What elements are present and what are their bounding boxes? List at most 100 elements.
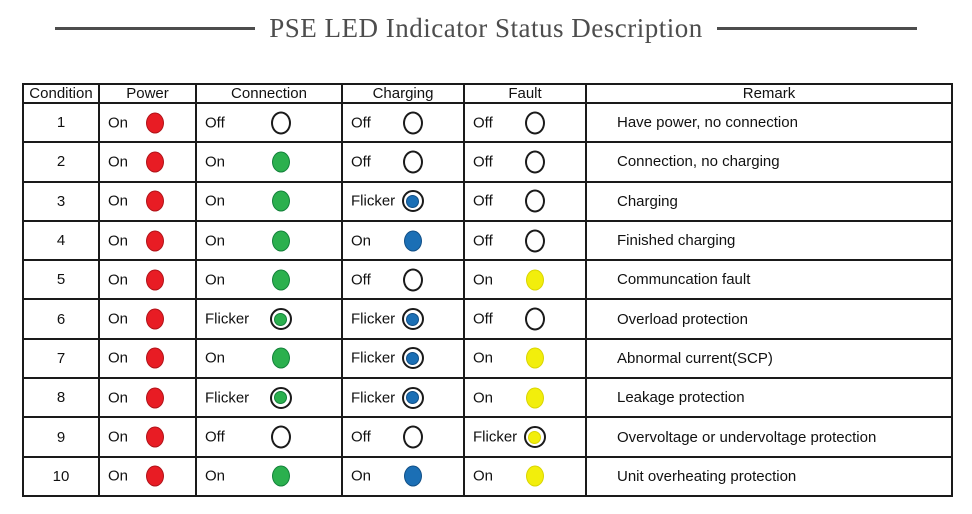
connection-cell: On — [195, 455, 343, 498]
table-row: 10 On On On On Unit overheating protection — [22, 455, 953, 498]
condition-cell: 2 — [22, 141, 100, 183]
led-connection-off-icon — [270, 425, 291, 449]
led-fault-off-icon — [524, 307, 545, 331]
led-state-label: On — [205, 349, 226, 367]
led-fault-on-icon — [525, 269, 544, 291]
led-fault-off-icon — [524, 229, 545, 253]
led-charging-flicker-icon — [401, 386, 424, 409]
table-header-row: Condition Power Connection Charging Fault Rem… — [22, 83, 953, 104]
col-header-remark: Remark — [585, 83, 953, 104]
col-header-power: Power — [98, 83, 197, 104]
led-charging-on-icon — [403, 465, 422, 487]
led-power-on-icon — [146, 269, 165, 291]
led-power-on-icon — [146, 190, 165, 212]
led-state-label: On — [351, 232, 372, 250]
charging-cell: Flicker — [341, 337, 465, 380]
power-cell: On — [98, 416, 197, 458]
connection-cell: On — [195, 219, 343, 262]
connection-cell: On — [195, 337, 343, 380]
table-row: 8 On Flicker Flicker On Leakage protection — [22, 377, 953, 419]
table-row: 7 On On Flicker On Abnormal current(SCP) — [22, 337, 953, 380]
charging-cell: On — [341, 455, 465, 498]
led-power-on-icon — [146, 387, 165, 409]
led-state-label: Off — [473, 153, 493, 171]
led-charging-off-icon — [402, 150, 423, 174]
led-power-on-icon — [146, 465, 165, 487]
fault-cell: Flicker — [463, 416, 587, 458]
led-state-label: On — [205, 192, 226, 210]
led-state-label: On — [108, 428, 129, 446]
led-connection-flicker-icon — [269, 308, 292, 331]
led-state-label: On — [108, 153, 129, 171]
led-state-label: On — [351, 467, 372, 485]
connection-cell: On — [195, 180, 343, 222]
remark-cell: Communcation fault — [585, 259, 953, 301]
remark-cell: Abnormal current(SCP) — [585, 337, 953, 380]
table-row: 5 On On Off On Communcation fault — [22, 259, 953, 301]
led-power-on-icon — [146, 230, 165, 252]
table-row: 9 On Off Off Flicker Overvoltage or undervolt… — [22, 416, 953, 458]
led-power-on-icon — [146, 347, 165, 369]
charging-cell: Flicker — [341, 180, 465, 222]
led-connection-on-icon — [271, 190, 290, 212]
charging-cell: Off — [341, 101, 465, 144]
led-state-label: Flicker — [351, 389, 396, 407]
table-row: 3 On On Flicker Off Charging — [22, 180, 953, 222]
power-cell: On — [98, 180, 197, 222]
charging-cell: Flicker — [341, 298, 465, 340]
col-header-connection: Connection — [195, 83, 343, 104]
led-state-label: On — [108, 192, 129, 210]
fault-cell: On — [463, 455, 587, 498]
led-power-on-icon — [146, 112, 165, 134]
table-row: 4 On On On Off Finished charging — [22, 219, 953, 262]
remark-cell: Have power, no connection — [585, 101, 953, 144]
remark-cell: Connection, no charging — [585, 141, 953, 183]
led-state-label: On — [473, 467, 494, 485]
charging-cell: Flicker — [341, 377, 465, 419]
remark-cell: Overload protection — [585, 298, 953, 340]
table-row: 6 On Flicker Flicker Off Overload protection — [22, 298, 953, 340]
led-state-label: Off — [473, 114, 493, 132]
led-power-on-icon — [146, 151, 165, 173]
led-state-label: On — [473, 389, 494, 407]
led-connection-on-icon — [271, 151, 290, 173]
power-cell: On — [98, 455, 197, 498]
title-bar: PSE LED Indicator Status Description — [0, 8, 972, 48]
led-fault-off-icon — [524, 189, 545, 213]
led-state-label: Flicker — [205, 389, 250, 407]
led-state-label: Off — [351, 114, 371, 132]
power-cell: On — [98, 259, 197, 301]
charging-cell: Off — [341, 416, 465, 458]
led-state-label: On — [473, 271, 494, 289]
led-charging-flicker-icon — [401, 190, 424, 213]
led-fault-off-icon — [524, 111, 545, 135]
led-charging-off-icon — [402, 425, 423, 449]
fault-cell: Off — [463, 298, 587, 340]
led-connection-flicker-icon — [269, 386, 292, 409]
col-header-fault: Fault — [463, 83, 587, 104]
charging-cell: On — [341, 219, 465, 262]
col-header-condition: Condition — [22, 83, 100, 104]
led-state-label: Flicker — [351, 349, 396, 367]
led-state-label: On — [108, 467, 129, 485]
led-state-label: Flicker — [205, 310, 250, 328]
led-state-label: On — [108, 114, 129, 132]
led-fault-on-icon — [525, 347, 544, 369]
led-charging-off-icon — [402, 111, 423, 135]
title-divider-left — [55, 26, 256, 30]
led-connection-on-icon — [271, 347, 290, 369]
led-fault-flicker-icon — [523, 426, 546, 449]
power-cell: On — [98, 337, 197, 380]
connection-cell: Off — [195, 416, 343, 458]
led-state-label: On — [205, 271, 226, 289]
led-connection-on-icon — [271, 230, 290, 252]
condition-cell: 3 — [22, 180, 100, 222]
led-state-label: Off — [473, 192, 493, 210]
led-state-label: Flicker — [473, 428, 518, 446]
fault-cell: On — [463, 337, 587, 380]
fault-cell: On — [463, 377, 587, 419]
connection-cell: On — [195, 141, 343, 183]
fault-cell: On — [463, 259, 587, 301]
led-state-label: On — [108, 271, 129, 289]
